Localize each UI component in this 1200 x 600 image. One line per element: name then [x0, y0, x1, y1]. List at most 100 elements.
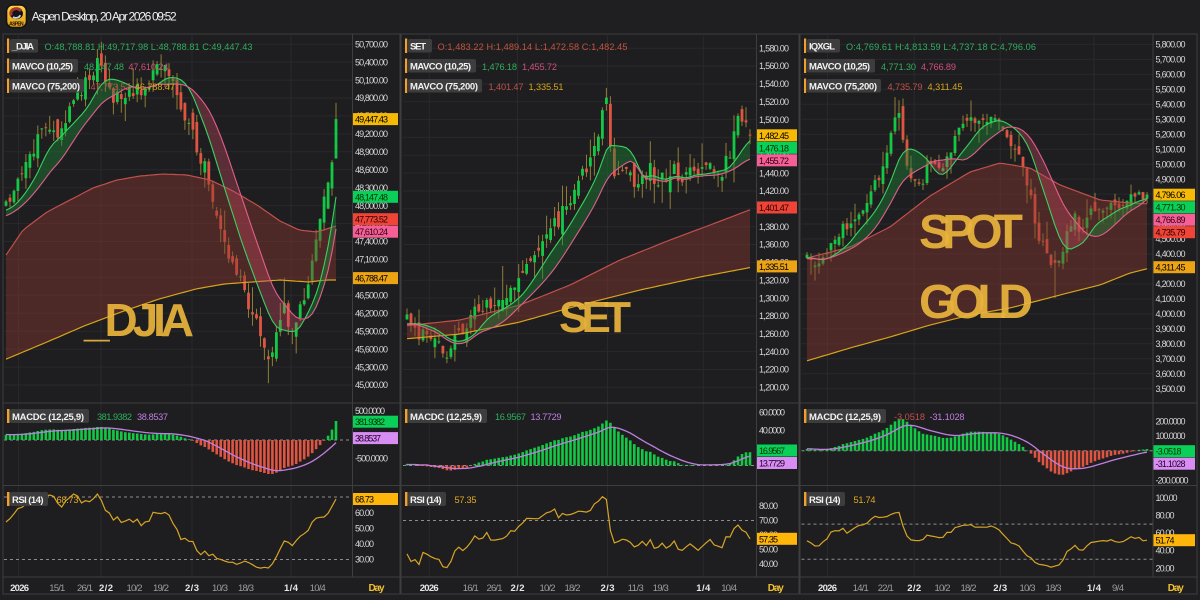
svg-text:80.00: 80.00 — [1156, 511, 1175, 521]
svg-text:IQXGL: IQXGL — [809, 42, 835, 53]
svg-text:Day: Day — [369, 583, 385, 594]
svg-text:4,796.06: 4,796.06 — [1156, 190, 1186, 200]
svg-text:2/3: 2/3 — [185, 583, 199, 594]
svg-text:4,311.45: 4,311.45 — [928, 82, 963, 92]
svg-text:49,800.00: 49,800.00 — [355, 93, 388, 103]
svg-text:20.00: 20.00 — [1156, 563, 1175, 573]
svg-text:1,260.00: 1,260.00 — [759, 329, 789, 339]
svg-text:O:48,788.81 H:49,717.98 L:48,7: O:48,788.81 H:49,717.98 L:48,788.81 C:49… — [45, 42, 253, 52]
svg-text:3,900.00: 3,900.00 — [1156, 324, 1186, 334]
svg-text:46,788.47: 46,788.47 — [135, 82, 175, 92]
svg-text:MACDC (12,25,9): MACDC (12,25,9) — [12, 412, 84, 423]
svg-text:9/4: 9/4 — [1112, 583, 1124, 594]
svg-text:1,520.00: 1,520.00 — [759, 97, 789, 107]
svg-text:100.0000: 100.0000 — [1156, 431, 1186, 441]
svg-text:4,311.45: 4,311.45 — [1156, 263, 1186, 273]
svg-text:1,440.00: 1,440.00 — [759, 168, 789, 178]
svg-text:15/1: 15/1 — [49, 583, 65, 594]
svg-text:45,300.00: 45,300.00 — [355, 362, 388, 372]
svg-text:47,610.24: 47,610.24 — [355, 227, 388, 237]
svg-text:60.0000: 60.0000 — [759, 408, 785, 418]
svg-text:RSI (14): RSI (14) — [809, 495, 841, 506]
svg-text:51.74: 51.74 — [1156, 536, 1175, 546]
svg-text:40.00: 40.00 — [759, 559, 778, 569]
svg-text:2/2: 2/2 — [907, 583, 921, 594]
svg-text:O:1,483.22 H:1,489.14 L:1,472.: O:1,483.22 H:1,489.14 L:1,472.58 C:1,482… — [438, 42, 628, 52]
svg-text:200.0000: 200.0000 — [1156, 416, 1186, 426]
svg-text:40.00: 40.00 — [355, 539, 374, 549]
svg-text:11/3: 11/3 — [628, 583, 644, 594]
svg-text:48,300.00: 48,300.00 — [355, 183, 388, 193]
svg-text:Day: Day — [1168, 583, 1184, 594]
svg-text:1,380.00: 1,380.00 — [759, 222, 789, 232]
svg-text:5,400.00: 5,400.00 — [1156, 100, 1186, 110]
svg-text:4,735.79: 4,735.79 — [1156, 228, 1186, 238]
svg-text:MAVCO (75,200): MAVCO (75,200) — [410, 82, 478, 93]
svg-text:_DJIA: _DJIA — [83, 294, 194, 346]
svg-text:RSI (14): RSI (14) — [12, 495, 44, 506]
svg-text:47,773.52: 47,773.52 — [91, 82, 131, 92]
svg-text:5,500.00: 5,500.00 — [1156, 85, 1186, 95]
svg-text:1/4: 1/4 — [1087, 583, 1102, 594]
svg-text:1,476.18: 1,476.18 — [759, 143, 789, 153]
svg-text:45,000.00: 45,000.00 — [355, 380, 388, 390]
svg-text:14/1: 14/1 — [853, 583, 869, 594]
svg-text:57.35: 57.35 — [455, 495, 477, 505]
svg-text:4,000.00: 4,000.00 — [1156, 309, 1186, 319]
svg-text:46,500.00: 46,500.00 — [355, 291, 388, 301]
svg-text:48,900.00: 48,900.00 — [355, 147, 388, 157]
svg-text:18/3: 18/3 — [238, 583, 254, 594]
svg-text:4,500.00: 4,500.00 — [1156, 234, 1186, 244]
svg-text:1,476.18: 1,476.18 — [482, 62, 517, 72]
svg-text:O:4,769.61 H:4,813.59 L:4,737.: O:4,769.61 H:4,813.59 L:4,737.18 C:4,796… — [846, 42, 1036, 52]
svg-text:13.7729: 13.7729 — [531, 412, 562, 422]
svg-text:GOLD: GOLD — [919, 276, 1033, 329]
svg-text:60.00: 60.00 — [1156, 528, 1175, 538]
svg-text:10/2: 10/2 — [935, 583, 951, 594]
svg-text:-31.1028: -31.1028 — [1156, 459, 1186, 469]
svg-text:2026: 2026 — [818, 583, 837, 594]
svg-text:MACDC (12,25,9): MACDC (12,25,9) — [410, 412, 482, 423]
svg-text:4,100.00: 4,100.00 — [1156, 294, 1186, 304]
svg-text:MACDC (12,25,9): MACDC (12,25,9) — [809, 412, 881, 423]
svg-text:1,280.00: 1,280.00 — [759, 311, 789, 321]
svg-text:1,401.47: 1,401.47 — [489, 82, 524, 92]
svg-text:1,560.00: 1,560.00 — [759, 61, 789, 71]
svg-text:ASPEN: ASPEN — [9, 21, 24, 27]
svg-text:2/3: 2/3 — [993, 583, 1007, 594]
svg-text:1,240.00: 1,240.00 — [759, 347, 789, 357]
svg-text:1,420.00: 1,420.00 — [759, 186, 789, 196]
svg-text:1,320.00: 1,320.00 — [759, 275, 789, 285]
svg-text:MAVCO (75,200): MAVCO (75,200) — [12, 82, 80, 93]
svg-text:3,800.00: 3,800.00 — [1156, 339, 1186, 349]
svg-text:10/2: 10/2 — [127, 583, 143, 594]
svg-text:4,771.30: 4,771.30 — [881, 62, 916, 72]
svg-text:2/2: 2/2 — [511, 583, 525, 594]
svg-text:1,540.00: 1,540.00 — [759, 79, 789, 89]
svg-text:5,700.00: 5,700.00 — [1156, 55, 1186, 65]
svg-text:80.00: 80.00 — [759, 501, 778, 511]
svg-text:40.00: 40.00 — [1156, 546, 1175, 556]
svg-text:4,766.89: 4,766.89 — [1156, 215, 1186, 225]
svg-text:MAVCO (75,200): MAVCO (75,200) — [809, 82, 877, 93]
svg-text:50.00: 50.00 — [355, 524, 374, 534]
svg-text:57.35: 57.35 — [759, 534, 778, 544]
svg-text:30.00: 30.00 — [355, 555, 374, 565]
svg-text:47,610.24: 47,610.24 — [128, 62, 168, 72]
svg-text:48,147.48: 48,147.48 — [355, 192, 388, 202]
svg-text:16/1: 16/1 — [463, 583, 479, 594]
svg-text:26/1: 26/1 — [487, 583, 503, 594]
svg-text:4,735.79: 4,735.79 — [888, 82, 923, 92]
svg-text:5,600.00: 5,600.00 — [1156, 70, 1186, 80]
svg-text:10/2: 10/2 — [540, 583, 556, 594]
svg-text:1,455.72: 1,455.72 — [522, 62, 557, 72]
svg-text:500.0000: 500.0000 — [355, 406, 385, 416]
svg-text:48,000.00: 48,000.00 — [355, 201, 388, 211]
svg-text:68.73: 68.73 — [355, 495, 374, 505]
svg-text:5,100.00: 5,100.00 — [1156, 144, 1186, 154]
svg-text:3,700.00: 3,700.00 — [1156, 354, 1186, 364]
svg-text:26/1: 26/1 — [77, 583, 93, 594]
svg-text:60.00: 60.00 — [355, 508, 374, 518]
svg-text:1,401.47: 1,401.47 — [759, 203, 789, 213]
svg-text:1,500.00: 1,500.00 — [759, 115, 789, 125]
